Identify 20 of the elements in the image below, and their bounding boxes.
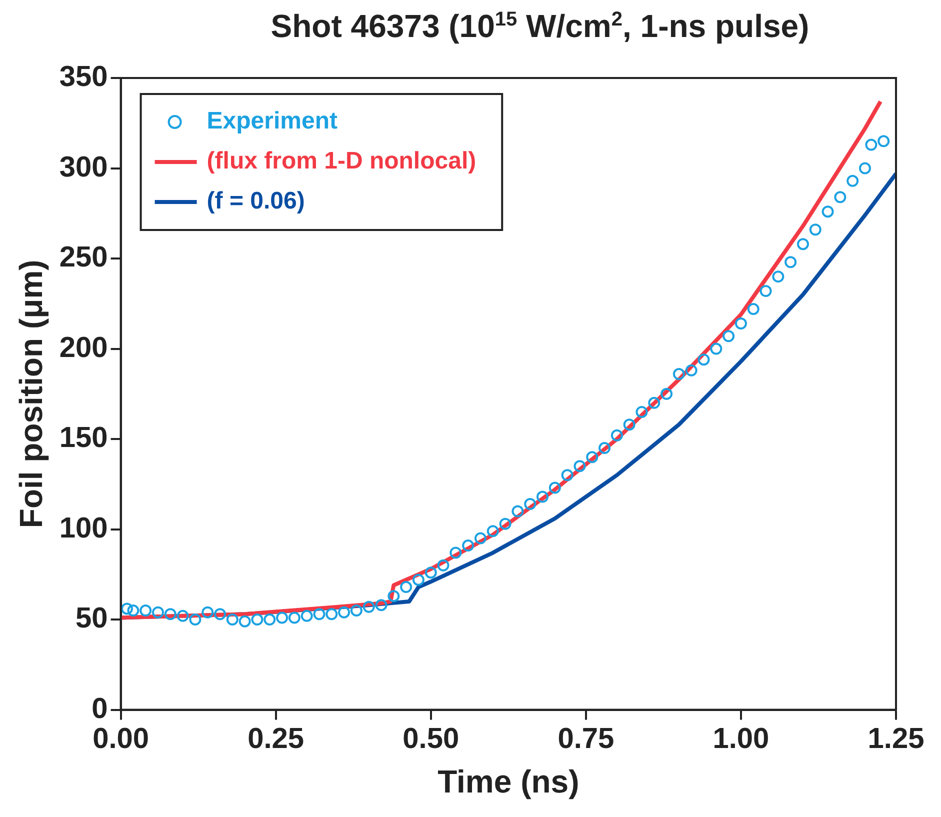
y-tick-label: 100 bbox=[59, 512, 108, 544]
y-tick-label: 250 bbox=[59, 242, 108, 274]
chart-title: Shot 46373 (10$^{15}$ W/cm$^{2}$, 1-ns pulse) bbox=[270, 8, 810, 45]
x-tick-label: 0.50 bbox=[402, 723, 460, 756]
x-axis-title: Time (ns) bbox=[438, 764, 580, 800]
x-tick-label: 0.25 bbox=[248, 723, 304, 756]
y-tick-label: 350 bbox=[59, 61, 108, 93]
y-tick-label: 0 bbox=[92, 692, 108, 725]
x-tick-label: 0.75 bbox=[558, 723, 614, 756]
y-tick-label: 150 bbox=[59, 422, 108, 454]
legend-label: (f = 0.06) bbox=[206, 188, 305, 215]
y-tick-label: 50 bbox=[76, 602, 108, 635]
y-tick-label: 300 bbox=[59, 151, 108, 184]
y-tick-label: 200 bbox=[59, 332, 108, 364]
legend-label: Experiment bbox=[206, 108, 338, 135]
x-tick-label: 1.25 bbox=[868, 723, 924, 756]
x-tick-label: 0.00 bbox=[92, 723, 150, 756]
legend-label: (flux from 1-D nonlocal) bbox=[206, 148, 476, 175]
x-tick-label: 1.00 bbox=[712, 723, 770, 756]
y-axis-title: Foil position (μm) bbox=[13, 260, 50, 528]
